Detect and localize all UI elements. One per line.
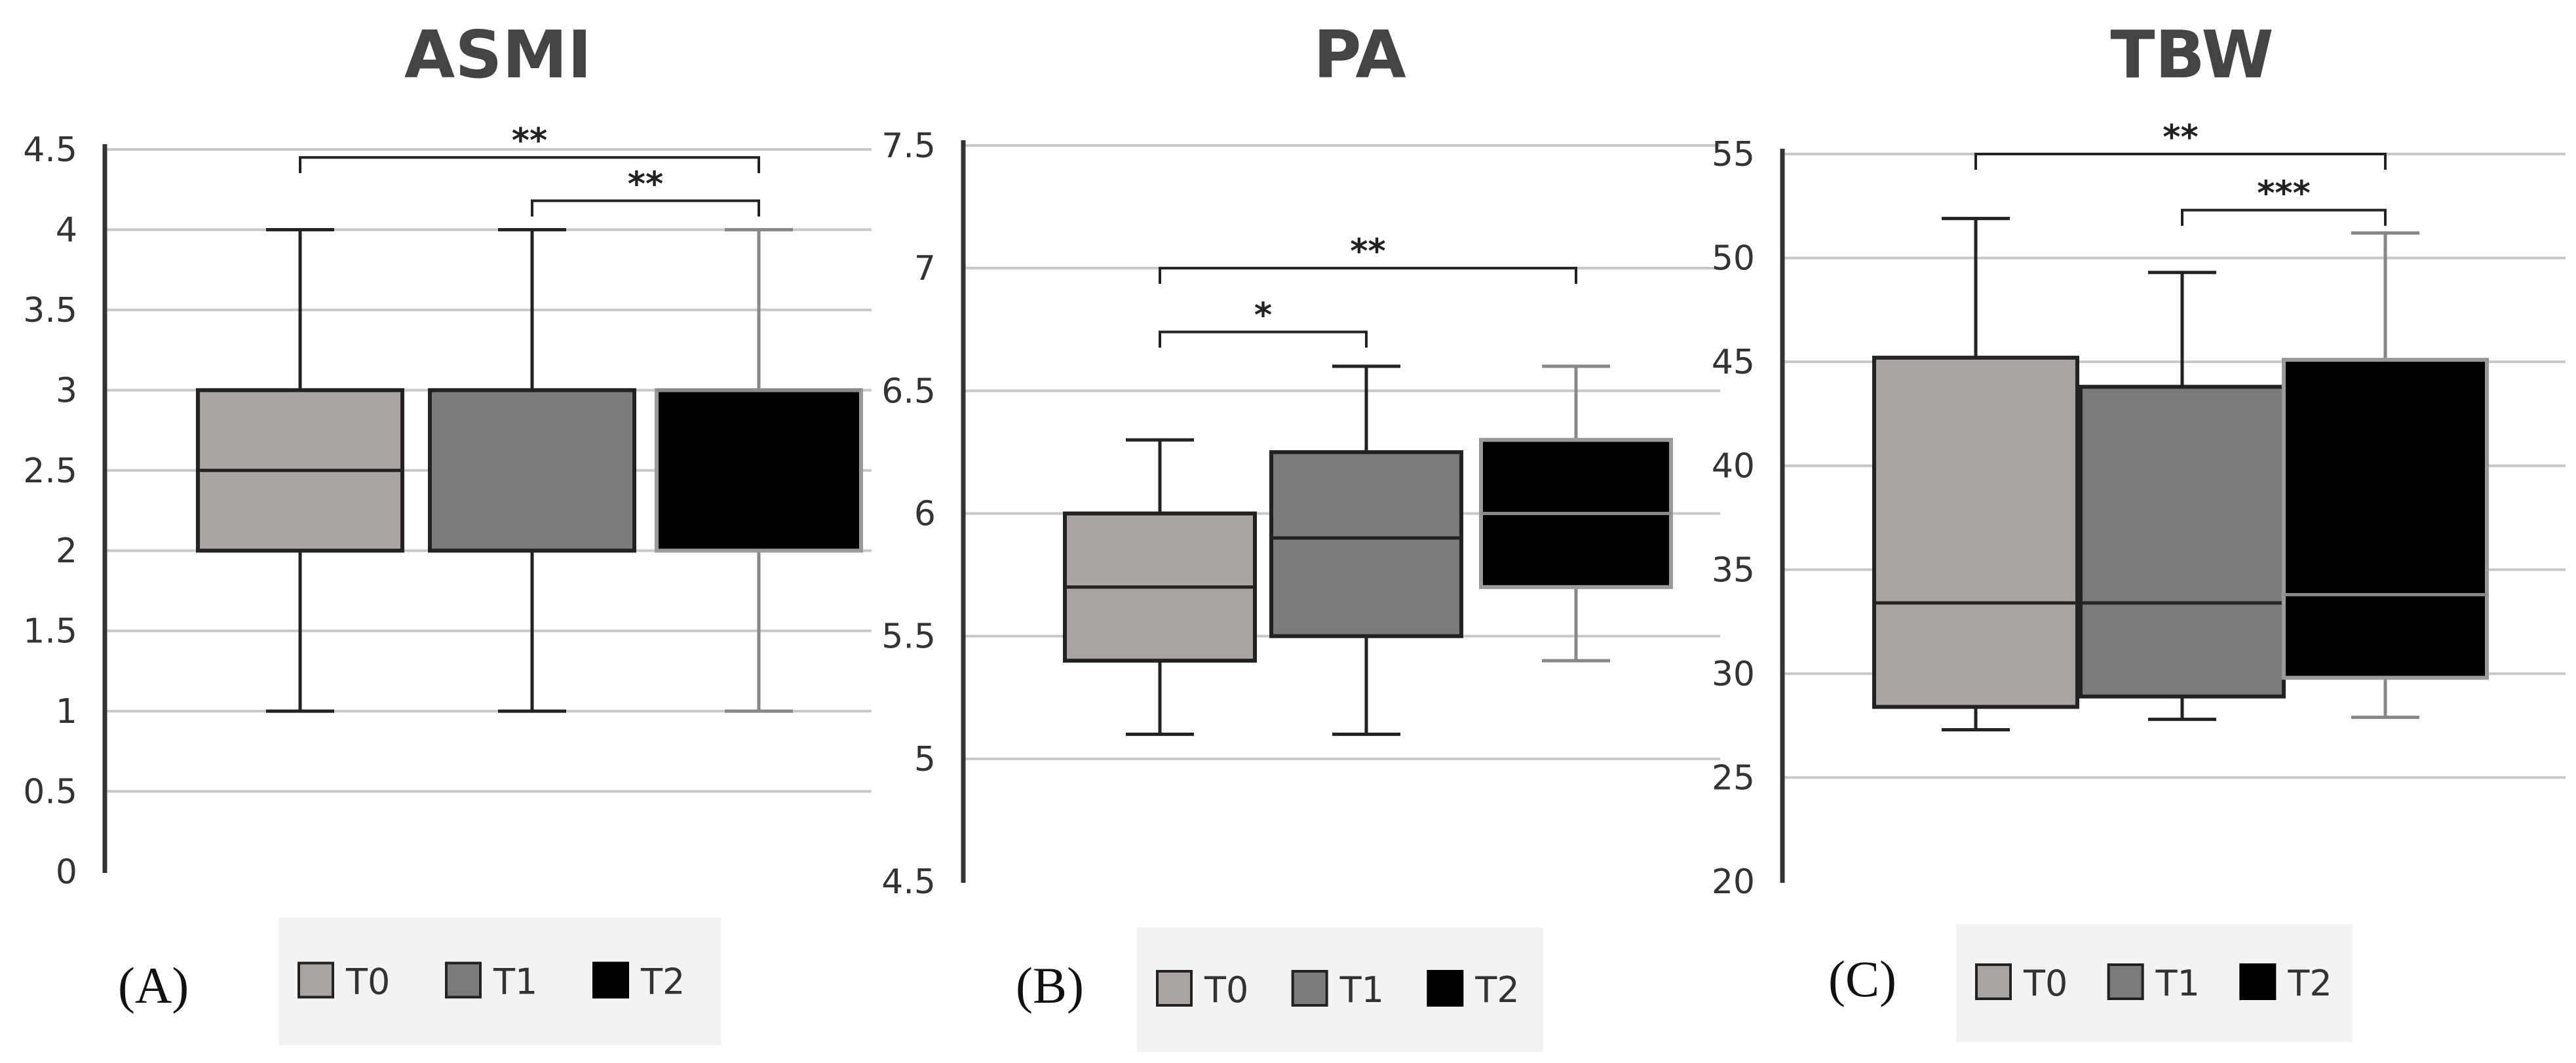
box-iqr xyxy=(2282,357,2489,680)
y-tick-label: 25 xyxy=(1712,758,1755,798)
box-t1 xyxy=(2079,271,2286,722)
y-tick-label: 3 xyxy=(56,371,77,410)
box-iqr xyxy=(1872,355,2079,709)
legend-swatch xyxy=(445,961,482,999)
y-tick-label: 4.5 xyxy=(23,130,77,170)
significance-bracket: ** xyxy=(531,164,760,217)
legend-label: T2 xyxy=(2287,963,2332,1004)
panel-2: PA4.555.566.577.5***T0 T1 T2(B) xyxy=(881,16,1720,1052)
panel-label: (C) xyxy=(1828,950,1896,1007)
box-t2 xyxy=(1479,364,1673,663)
legend-swatch xyxy=(1156,970,1193,1007)
legend-swatch xyxy=(1975,963,2012,1000)
y-tick-label: 6.5 xyxy=(881,372,936,411)
y-tick-label: 6 xyxy=(914,495,936,534)
y-tick-label: 5 xyxy=(914,740,936,779)
legend-swatch xyxy=(2107,963,2144,1000)
significance-label: *** xyxy=(2257,174,2311,214)
y-tick-label: 55 xyxy=(1712,135,1755,174)
legend-swatch xyxy=(298,961,334,999)
chart-title: ASMI xyxy=(404,16,592,93)
legend-swatch xyxy=(1427,970,1464,1007)
box-iqr xyxy=(428,388,636,553)
y-tick-label: 2.5 xyxy=(23,452,77,491)
legend-label: T1 xyxy=(2155,963,2200,1004)
legend: T0 T1 T2 xyxy=(279,918,721,1045)
panel-label: (A) xyxy=(118,957,189,1014)
chart-title: TBW xyxy=(2110,16,2273,93)
bracket-line xyxy=(1159,330,1368,348)
box-t1 xyxy=(1269,364,1463,736)
legend-swatch xyxy=(1291,970,1328,1007)
y-tick-label: 2 xyxy=(56,532,77,571)
bracket-line xyxy=(299,156,760,174)
box-t0 xyxy=(1872,216,2079,731)
y-tick-label: 4 xyxy=(56,210,77,250)
legend-background xyxy=(1137,927,1543,1052)
y-tick-label: 20 xyxy=(1712,862,1755,902)
y-tick-label: 35 xyxy=(1712,551,1755,590)
y-tick-label: 3.5 xyxy=(23,291,77,330)
legend-label: T2 xyxy=(1474,969,1519,1011)
significance-label: * xyxy=(1254,296,1272,335)
y-tick-label: 45 xyxy=(1712,343,1755,382)
legend-label: T1 xyxy=(1339,969,1384,1011)
legend-label: T1 xyxy=(493,961,537,1003)
y-tick-label: 4.5 xyxy=(881,862,936,902)
significance-bracket: * xyxy=(1159,296,1368,348)
box-t2 xyxy=(655,227,863,713)
y-tick-label: 0 xyxy=(56,853,77,892)
box-t1 xyxy=(428,227,636,713)
box-t0 xyxy=(1063,438,1257,736)
significance-bracket: ** xyxy=(1974,118,2387,170)
box-t2 xyxy=(2282,231,2489,719)
bracket-line xyxy=(531,199,760,217)
legend-background xyxy=(1956,924,2353,1042)
box-iqr xyxy=(2079,385,2286,699)
y-tick-label: 7.5 xyxy=(881,126,936,166)
panel-1: ASMI 0 0.5 1 1.5 2 2.5 3 3.5 4 4.5 ** ** T0 T1 T2 (A) xyxy=(23,16,872,1045)
y-tick-label: 7 xyxy=(914,249,936,288)
y-tick-label: 30 xyxy=(1712,655,1755,694)
legend-swatch xyxy=(592,961,629,999)
legend-label: T0 xyxy=(2023,963,2067,1004)
legend-label: T2 xyxy=(640,961,685,1003)
bracket-line xyxy=(1159,267,1577,284)
box-iqr xyxy=(655,388,863,553)
significance-label: ** xyxy=(628,164,663,204)
bracket-line xyxy=(1974,153,2387,170)
significance-label: ** xyxy=(512,121,547,161)
y-tick-label: 0.5 xyxy=(23,773,77,812)
panel-label: (B) xyxy=(1016,957,1084,1014)
bracket-line xyxy=(2181,208,2387,226)
y-tick-label: 1.5 xyxy=(23,612,77,651)
y-tick-label: 40 xyxy=(1712,447,1755,486)
legend: T0 T1 T2 xyxy=(1956,924,2353,1042)
legend-background xyxy=(279,918,721,1045)
chart-title: PA xyxy=(1313,16,1406,93)
significance-label: ** xyxy=(1350,232,1385,271)
significance-label: ** xyxy=(2163,118,2198,157)
significance-bracket: *** xyxy=(2181,174,2387,226)
box-t0 xyxy=(196,227,404,713)
significance-bracket: ** xyxy=(1159,232,1577,284)
legend-label: T0 xyxy=(1204,969,1248,1011)
significance-bracket: ** xyxy=(299,121,760,174)
box-iqr xyxy=(1269,450,1463,638)
y-tick-label: 50 xyxy=(1712,239,1755,279)
legend-label: T0 xyxy=(345,961,390,1003)
y-tick-label: 1 xyxy=(56,692,77,731)
legend-swatch xyxy=(2239,963,2277,1000)
legend: T0 T1 T2 xyxy=(1137,927,1543,1052)
y-tick-label: 5.5 xyxy=(881,617,936,657)
